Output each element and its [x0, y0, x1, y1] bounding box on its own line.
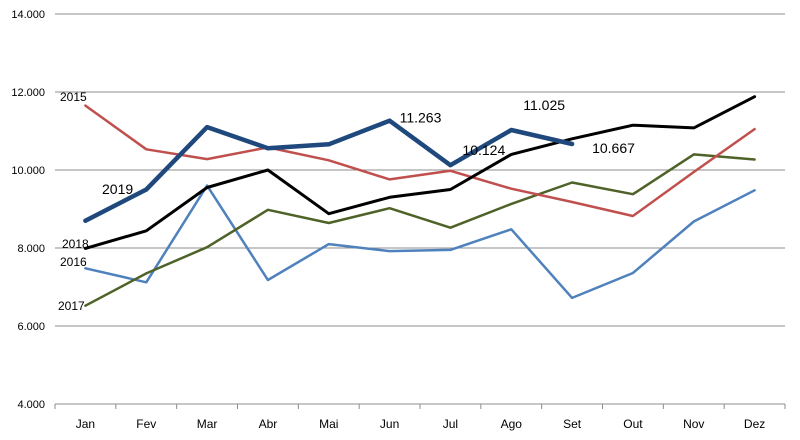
series-line-2018 — [83, 95, 757, 250]
x-tick-label: Fev — [136, 417, 156, 431]
x-tick-label: Dez — [744, 417, 765, 431]
y-tick-label: 8.000 — [17, 243, 45, 255]
x-tick-label: Mai — [319, 417, 338, 431]
x-axis: Jan Fev Mar Abr Mai Jun Jul Ago Set Out Nov Dez — [54, 404, 786, 431]
data-label: 10.124 — [462, 142, 505, 158]
x-tick-label: Nov — [683, 417, 704, 431]
series-line-2017 — [84, 153, 756, 307]
series-label-2015: 2015 — [60, 90, 87, 104]
x-tick-label: Jan — [76, 417, 95, 431]
series-line-2016 — [84, 184, 756, 300]
data-label: 10.667 — [592, 140, 635, 156]
series-line-2015 — [84, 104, 756, 218]
series-label-2017: 2017 — [58, 299, 85, 313]
series-labels: 2016 2017 2015 2018 2019 — [58, 90, 133, 313]
x-tick-label: Jul — [443, 417, 458, 431]
y-axis: 4.000 6.000 8.000 10.000 12.000 14.000 — [11, 9, 45, 411]
series-label-2018: 2018 — [62, 237, 89, 251]
x-tick-label: Jun — [380, 417, 399, 431]
y-tick-label: 4.000 — [17, 399, 45, 411]
x-tick-label: Ago — [501, 417, 523, 431]
series-label-2016: 2016 — [60, 255, 87, 269]
data-label: 11.263 — [400, 110, 442, 126]
gridlines — [55, 13, 785, 405]
y-tick-label: 10.000 — [11, 165, 45, 177]
series-lines — [83, 95, 757, 307]
y-tick-label: 12.000 — [11, 87, 45, 99]
y-tick-label: 6.000 — [17, 321, 45, 333]
data-label: 11.025 — [523, 97, 565, 113]
x-tick-label: Out — [623, 417, 643, 431]
x-tick-label: Abr — [259, 417, 278, 431]
x-tick-label: Set — [563, 417, 582, 431]
series-label-2019: 2019 — [102, 181, 133, 197]
series-line-2019 — [83, 118, 575, 223]
data-labels: 11.263 10.124 11.025 10.667 — [400, 97, 636, 158]
y-tick-label: 14.000 — [11, 9, 45, 21]
x-tick-label: Mar — [197, 417, 218, 431]
